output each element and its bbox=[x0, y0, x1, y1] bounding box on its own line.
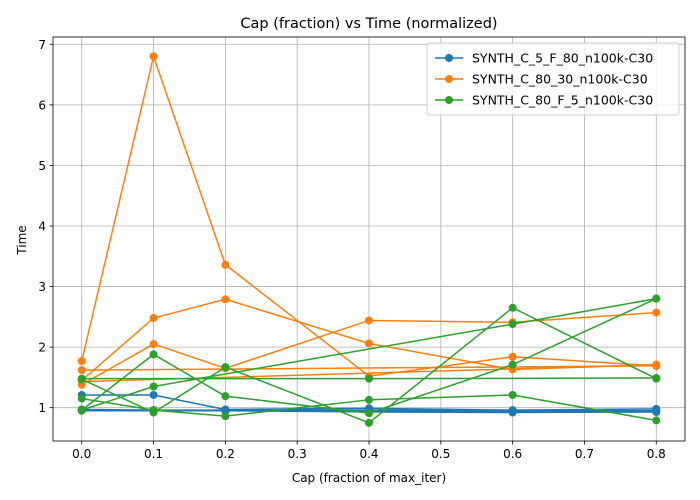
x-tick-label: 0.2 bbox=[216, 447, 235, 461]
legend: SYNTH_C_5_F_80_n100k-C30 SYNTH_C_80_30_n1… bbox=[426, 42, 680, 116]
series-12 bbox=[77, 390, 661, 425]
series-14 bbox=[77, 294, 661, 415]
legend-item: SYNTH_C_80_F_5_n100k-C30 bbox=[435, 93, 653, 108]
data-point bbox=[365, 409, 373, 418]
data-point bbox=[652, 374, 661, 383]
data-point bbox=[652, 308, 661, 317]
series-line bbox=[81, 311, 657, 386]
legend-swatch-marker bbox=[445, 75, 453, 83]
data-series bbox=[77, 52, 661, 427]
legend-swatch-marker bbox=[445, 96, 453, 104]
x-tick-label: 0.5 bbox=[431, 447, 450, 461]
data-point bbox=[365, 418, 373, 427]
axis-ticks: 0.0 0.1 0.2 0.3 0.4 0.5 0.6 0.7 0.8 1 2 3 4 5 6 7 bbox=[38, 38, 665, 461]
y-tick-label: 3 bbox=[38, 280, 46, 294]
data-point bbox=[77, 406, 86, 415]
series-line bbox=[81, 297, 657, 411]
y-tick-label: 4 bbox=[38, 219, 46, 233]
data-point bbox=[149, 314, 158, 323]
x-tick-label: 0.1 bbox=[144, 447, 163, 461]
data-point bbox=[365, 395, 373, 404]
data-point bbox=[221, 392, 230, 401]
data-point bbox=[508, 320, 517, 329]
legend-box bbox=[426, 42, 680, 116]
data-point bbox=[508, 390, 517, 399]
data-point bbox=[77, 394, 86, 403]
data-point bbox=[365, 316, 373, 325]
y-tick-label: 6 bbox=[38, 98, 46, 112]
data-point bbox=[149, 350, 158, 359]
y-tick-label: 2 bbox=[38, 341, 46, 355]
data-point bbox=[365, 339, 373, 348]
data-point bbox=[77, 374, 86, 383]
y-axis-label: Time bbox=[15, 225, 29, 255]
data-point bbox=[77, 366, 86, 375]
data-point bbox=[149, 382, 158, 391]
x-tick-label: 0.6 bbox=[503, 447, 522, 461]
series-line bbox=[81, 394, 657, 422]
data-point bbox=[508, 303, 517, 312]
data-point bbox=[365, 374, 373, 383]
series-line bbox=[81, 394, 657, 411]
x-tick-label: 0.8 bbox=[647, 447, 666, 461]
data-point bbox=[221, 412, 230, 421]
chart-title: Cap (fraction) vs Time (normalized) bbox=[240, 16, 497, 32]
x-tick-label: 0.7 bbox=[575, 447, 594, 461]
legend-item: SYNTH_C_80_30_n100k-C30 bbox=[435, 72, 648, 87]
data-point bbox=[221, 363, 230, 372]
data-point bbox=[508, 360, 517, 369]
data-point bbox=[221, 295, 230, 304]
series-line bbox=[81, 55, 657, 377]
data-point bbox=[508, 352, 517, 361]
x-tick-label: 0.4 bbox=[359, 447, 378, 461]
y-tick-label: 7 bbox=[38, 38, 46, 52]
data-point bbox=[149, 406, 158, 415]
data-point bbox=[652, 360, 661, 369]
data-point bbox=[149, 390, 158, 399]
series-line bbox=[81, 409, 657, 414]
data-point bbox=[149, 52, 158, 61]
x-tick-label: 0.0 bbox=[72, 447, 91, 461]
data-point bbox=[652, 294, 661, 303]
data-point bbox=[652, 407, 661, 416]
legend-label: SYNTH_C_5_F_80_n100k-C30 bbox=[472, 51, 653, 66]
x-axis-label: Cap (fraction of max_iter) bbox=[292, 471, 446, 485]
series-13 bbox=[77, 374, 661, 383]
legend-label: SYNTH_C_80_F_5_n100k-C30 bbox=[472, 93, 653, 108]
legend-swatch-marker bbox=[445, 54, 453, 62]
data-point bbox=[77, 357, 86, 366]
series-line bbox=[81, 297, 657, 414]
data-point bbox=[221, 260, 230, 269]
y-tick-label: 1 bbox=[38, 401, 46, 415]
legend-label: SYNTH_C_80_30_n100k-C30 bbox=[472, 72, 648, 87]
data-point bbox=[149, 340, 158, 349]
data-point bbox=[652, 416, 661, 425]
y-tick-label: 5 bbox=[38, 159, 46, 173]
data-point bbox=[508, 408, 517, 417]
x-tick-label: 0.3 bbox=[288, 447, 307, 461]
series-line bbox=[81, 365, 657, 371]
legend-item: SYNTH_C_5_F_80_n100k-C30 bbox=[435, 51, 653, 66]
